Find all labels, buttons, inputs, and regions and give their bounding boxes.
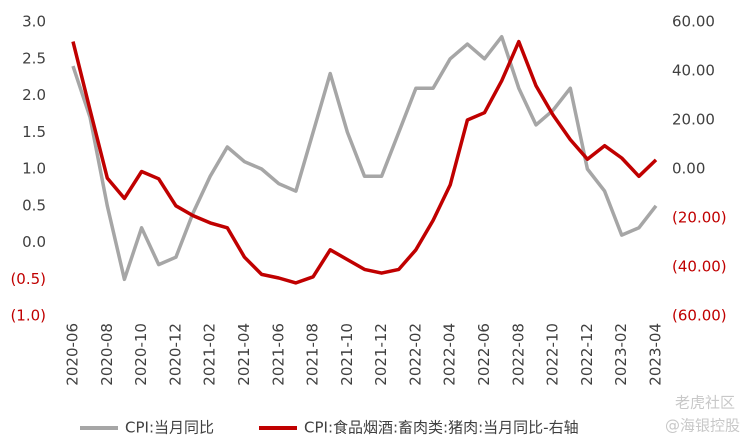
x-tick-label: 2020-08 (98, 323, 116, 386)
x-tick-label: 2021-08 (304, 323, 322, 386)
x-tick-label: 2023-04 (647, 323, 665, 386)
x-tick-label: 2020-12 (166, 323, 184, 386)
y2-tick-label: (40.00) (672, 258, 727, 276)
x-tick-label: 2022-12 (578, 323, 596, 386)
x-tick-label: 2021-06 (269, 323, 287, 386)
series-line (71, 39, 658, 285)
x-tick-label: 2022-10 (544, 323, 562, 386)
x-tick-label: 2021-12 (372, 323, 390, 386)
y-tick-label: 1.0 (22, 160, 46, 178)
x-tick-label: 2022-06 (475, 323, 493, 386)
x-tick-label: 2020-06 (64, 323, 82, 386)
watermark-sub: @海银控股 (665, 417, 740, 435)
y2-tick-label: (60.00) (672, 307, 727, 325)
y-tick-label: 2.5 (22, 49, 46, 67)
legend-label: CPI:食品烟酒:畜肉类:猪肉:当月同比-右轴 (304, 419, 579, 437)
y-tick-label: 2.0 (22, 86, 46, 104)
y-tick-label: 1.5 (22, 123, 46, 141)
y2-tick-label: 40.00 (672, 62, 715, 80)
y2-tick-label: 0.00 (672, 160, 705, 178)
x-tick-label: 2021-10 (338, 323, 356, 386)
series-line (71, 34, 658, 282)
x-tick-label: 2023-02 (612, 323, 630, 386)
watermark: 老虎社区 (675, 394, 735, 412)
x-tick-label: 2022-08 (509, 323, 527, 386)
y-tick-label: 0.5 (22, 196, 46, 214)
x-tick-label: 2021-02 (201, 323, 219, 386)
y-tick-label: (1.0) (10, 307, 46, 325)
y-tick-label: (0.5) (10, 270, 46, 288)
y-tick-label: 0.0 (22, 233, 46, 251)
x-tick-label: 2022-02 (406, 323, 424, 386)
y2-tick-label: 60.00 (672, 13, 715, 31)
x-tick-label: 2021-04 (235, 323, 253, 386)
x-tick-label: 2020-10 (132, 323, 150, 386)
y2-tick-label: 20.00 (672, 111, 715, 129)
y2-tick-label: (20.00) (672, 209, 727, 227)
y-tick-label: 3.0 (22, 13, 46, 31)
x-tick-label: 2022-04 (441, 323, 459, 386)
legend-label: CPI:当月同比 (125, 419, 214, 437)
